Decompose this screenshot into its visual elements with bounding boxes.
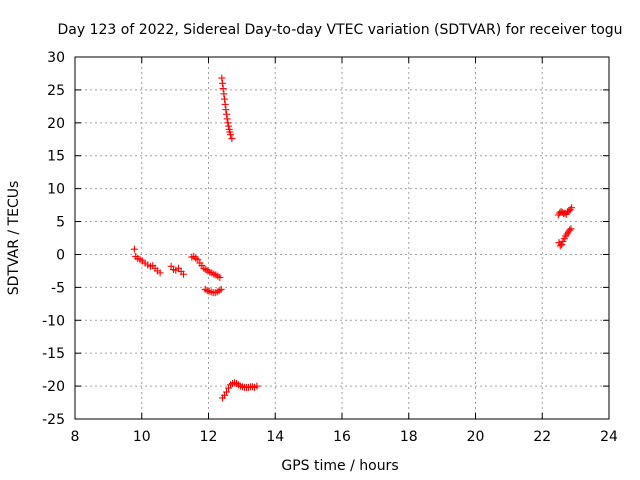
data-point [219, 79, 227, 87]
data-point [130, 245, 138, 253]
x-tick-label: 20 [467, 429, 485, 445]
data-point [566, 226, 574, 234]
y-tick-label: -20 [42, 379, 65, 395]
x-tick-label: 8 [71, 429, 80, 445]
y-tick-label: 15 [47, 149, 65, 165]
data-point [223, 388, 231, 396]
chart-title: Day 123 of 2022, Sidereal Day-to-day VTE… [57, 22, 622, 38]
x-tick-label: 18 [400, 429, 418, 445]
y-axis-title: SDTVAR / TECUs [6, 181, 22, 296]
data-point [219, 85, 227, 93]
data-point [217, 285, 225, 293]
x-tick-label: 22 [533, 429, 551, 445]
x-tick-label: 12 [200, 429, 218, 445]
data-point [567, 225, 575, 233]
data-point [253, 382, 261, 390]
data-point [216, 273, 224, 281]
x-tick-label: 14 [266, 429, 284, 445]
data-point [568, 204, 576, 212]
y-tick-label: 5 [56, 215, 65, 231]
data-points [130, 74, 576, 402]
y-tick-label: 25 [47, 83, 65, 99]
data-point [228, 135, 236, 143]
x-axis-title: GPS time / hours [281, 458, 398, 474]
data-point [225, 122, 233, 130]
grid-lines [75, 57, 609, 419]
y-tick-label: -15 [42, 346, 65, 362]
data-point [227, 131, 235, 139]
data-point [179, 270, 187, 278]
y-tick-label: 0 [56, 247, 65, 263]
data-point [224, 119, 232, 127]
axis-ticks: 8 10 12 14 16 18 20 22 24 -25 -20 -15 -10 -5 0 5 10 15 20 2… [42, 50, 618, 445]
x-tick-label: 16 [333, 429, 351, 445]
y-tick-label: -5 [51, 280, 65, 296]
data-point [223, 115, 231, 123]
data-point [223, 110, 231, 118]
data-point [556, 242, 564, 250]
data-point [221, 95, 229, 103]
y-tick-label: 20 [47, 116, 65, 132]
plot-frame [74, 56, 610, 420]
y-tick-label: 30 [47, 50, 65, 66]
data-point [221, 100, 229, 108]
x-tick-label: 24 [600, 429, 618, 445]
x-tick-label: 10 [133, 429, 151, 445]
data-point [558, 241, 566, 249]
data-point [218, 74, 226, 82]
y-tick-label: -10 [42, 313, 65, 329]
y-tick-label: 10 [47, 182, 65, 198]
data-point [156, 269, 164, 277]
data-point [222, 106, 230, 114]
y-tick-label: -25 [42, 412, 65, 428]
data-point [220, 90, 228, 98]
